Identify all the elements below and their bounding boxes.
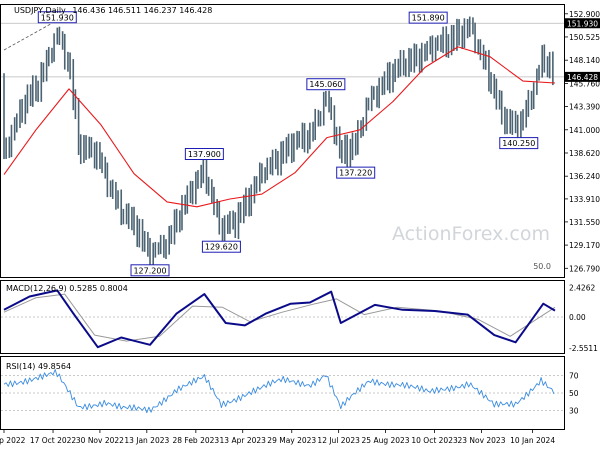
level-price-label: 151.930 bbox=[567, 19, 598, 28]
rsi-line bbox=[3, 369, 555, 414]
price-tick-label: 145.760 bbox=[569, 79, 600, 88]
price-annotations: 151.930 127.200 137.900 129.620 145.060 137.2… bbox=[37, 11, 539, 277]
price-tick-label: 148.140 bbox=[569, 56, 600, 65]
time-tick-label: 1 Sep 2022 bbox=[0, 436, 26, 445]
level-price-box bbox=[565, 18, 600, 29]
price-annotation-label: 145.060 bbox=[309, 80, 342, 89]
macd-layer bbox=[3, 289, 556, 349]
price-tick-label: 129.170 bbox=[569, 241, 600, 250]
fib-level-label: 50.0 bbox=[533, 262, 551, 271]
price-tick-label: 143.390 bbox=[569, 102, 600, 111]
price-annotation-label: 140.250 bbox=[502, 139, 535, 148]
macd-tick-label: -2.5511 bbox=[569, 344, 598, 353]
price-tick-label: 150.525 bbox=[569, 33, 600, 42]
time-tick-label: 17 Oct 2022 bbox=[30, 436, 77, 445]
price-tick-label: 126.790 bbox=[569, 264, 600, 273]
price-tick-label: 133.910 bbox=[569, 195, 600, 204]
macd-signal-line bbox=[3, 293, 556, 342]
time-tick-label: 25 Aug 2023 bbox=[362, 436, 410, 445]
time-tick-label: 10 Jan 2024 bbox=[510, 436, 555, 445]
rsi-tick-label: 50 bbox=[569, 389, 579, 398]
price-annotation-label: 151.930 bbox=[41, 13, 74, 22]
time-tick-label: 23 Nov 2023 bbox=[457, 436, 505, 445]
ohlc-values: 146.436 146.511 146.237 146.428 bbox=[72, 6, 212, 15]
price-annotation-label: 129.620 bbox=[205, 243, 238, 252]
macd-tick-label: 2.4262 bbox=[569, 284, 595, 293]
current-price-box bbox=[565, 71, 600, 82]
price-annotation-box bbox=[201, 240, 241, 253]
macd-line bbox=[3, 289, 556, 349]
price-tick-label: 138.620 bbox=[569, 149, 600, 158]
time-tick-label: 28 Feb 2023 bbox=[172, 436, 219, 445]
price-candles bbox=[3, 16, 554, 273]
sma-line bbox=[3, 46, 556, 208]
time-tick-label: 13 Jan 2023 bbox=[124, 436, 169, 445]
price-annotation-box bbox=[37, 11, 77, 24]
macd-label: MACD(12,26,9) 0.5285 0.8004 bbox=[6, 284, 128, 293]
rsi-layer bbox=[3, 369, 555, 414]
rsi-tick-label: 30 bbox=[569, 407, 579, 416]
rsi-axis: 70 50 30 bbox=[569, 372, 579, 416]
price-annotation-label: 137.900 bbox=[188, 150, 221, 159]
time-tick-label: 29 May 2023 bbox=[267, 436, 316, 445]
price-tick-label: 152.900 bbox=[569, 10, 600, 19]
time-tick-label: 13 Apr 2023 bbox=[220, 436, 267, 445]
macd-tick-label: 0.00 bbox=[569, 313, 586, 322]
price-annotation-box bbox=[336, 166, 376, 179]
price-annotation-box bbox=[306, 78, 346, 91]
price-axis: 152.900 150.525 148.140 145.760 143.390 141.0… bbox=[565, 10, 600, 273]
price-annotation-label: 127.200 bbox=[133, 266, 166, 275]
watermark: ActionForex.com bbox=[392, 223, 550, 245]
sma-layer bbox=[3, 46, 556, 208]
price-tick-label: 141.000 bbox=[569, 126, 600, 135]
time-tick-label: 10 Oct 2023 bbox=[411, 436, 458, 445]
price-tick-label: 131.550 bbox=[569, 218, 600, 227]
symbol-label: USDJPY,Daily 146.436 146.511 146.237 146… bbox=[14, 6, 212, 15]
macd-axis: 2.4262 0.00 -2.5511 bbox=[569, 284, 598, 353]
symbol-name: USDJPY,Daily bbox=[14, 6, 66, 15]
price-annotation-box bbox=[408, 11, 448, 24]
trend-line bbox=[3, 22, 53, 51]
current-price-label: 146.428 bbox=[567, 73, 598, 82]
price-annotation-box bbox=[499, 137, 539, 150]
price-annotation-box bbox=[184, 148, 224, 161]
price-annotation-box bbox=[130, 264, 170, 277]
price-annotation-label: 151.890 bbox=[412, 14, 445, 23]
price-tick-label: 136.240 bbox=[569, 172, 600, 181]
time-tick-label: 12 Jul 2023 bbox=[317, 436, 360, 445]
time-tick-label: 30 Nov 2022 bbox=[76, 436, 124, 445]
rsi-label: RSI(14) 49.8564 bbox=[6, 362, 71, 371]
rsi-tick-label: 70 bbox=[569, 372, 579, 381]
price-annotation-label: 137.220 bbox=[339, 169, 372, 178]
